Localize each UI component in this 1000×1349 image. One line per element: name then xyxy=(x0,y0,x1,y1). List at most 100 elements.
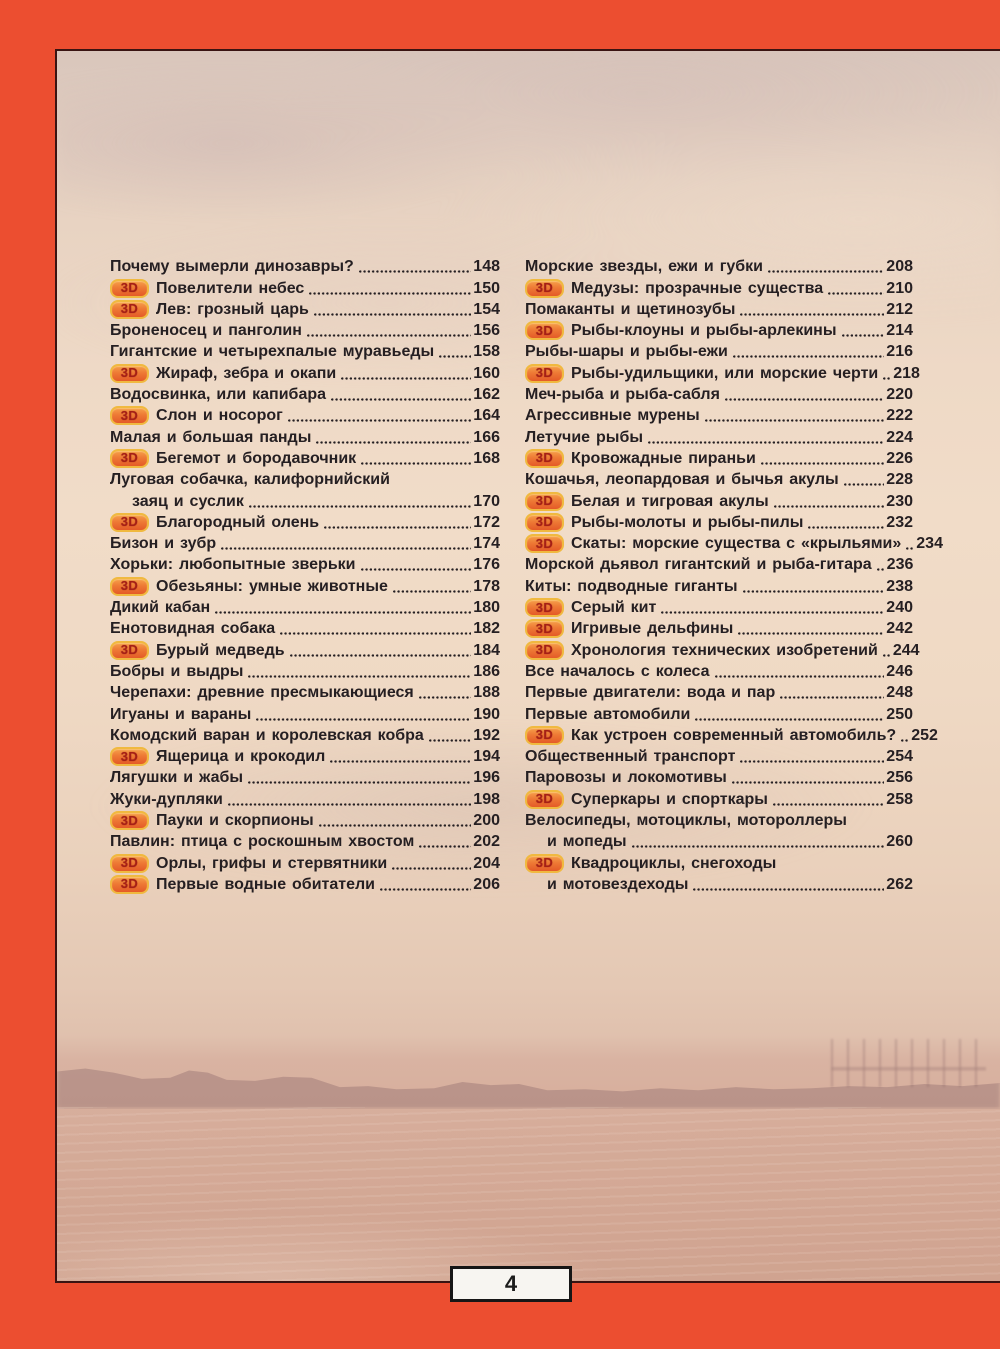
toc-entry-page: 188 xyxy=(473,684,500,702)
toc-entry-page: 228 xyxy=(886,471,913,489)
3d-badge-icon: 3D xyxy=(110,576,149,596)
dot-leader xyxy=(380,887,472,891)
toc-entry: Игуаны и вараны 190 xyxy=(110,703,500,724)
toc-entry: 3D Пауки и скорпионы 200 xyxy=(110,810,500,831)
3d-badge-icon: 3D xyxy=(110,278,149,298)
page-photo-area: Почему вымерли динозавры? 148 3D Повелители… xyxy=(55,49,1000,1283)
toc-entry: Первые двигатели: вода и пар 248 xyxy=(525,682,913,703)
toc-entry-page: 212 xyxy=(886,300,913,318)
3d-badge-icon: 3D xyxy=(110,512,149,532)
dot-leader xyxy=(772,802,885,806)
toc-entry-title: Жуки-дупляки xyxy=(110,790,223,808)
toc-entry-page: 242 xyxy=(886,620,913,638)
toc-entry-title: Ящерица и крокодил xyxy=(156,748,326,766)
toc-entry: 3D Рыбы-молоты и рыбы-пилы 232 xyxy=(525,512,913,533)
toc-entry-page: 186 xyxy=(473,662,500,680)
toc-entry-title: Хорьки: любопытные зверьки xyxy=(110,556,356,574)
toc-entry-title: Паровозы и локомотивы xyxy=(525,769,727,787)
toc-entry-page: 246 xyxy=(886,662,913,680)
toc-entry-page: 210 xyxy=(886,279,913,297)
dot-leader xyxy=(227,802,472,806)
toc-entry-page: 254 xyxy=(886,748,913,766)
toc-entry: Летучие рыбы 224 xyxy=(525,426,913,447)
port-cranes-silhouette xyxy=(831,1039,986,1087)
toc-entry-page: 178 xyxy=(473,577,500,595)
toc-entry: Хорьки: любопытные зверьки 176 xyxy=(110,554,500,575)
dot-leader xyxy=(661,611,885,615)
dot-leader xyxy=(392,589,472,593)
toc-entry-page: 222 xyxy=(886,407,913,425)
toc-entry-page: 218 xyxy=(893,364,920,382)
toc-entry: Рыбы-шары и рыбы-ежи 216 xyxy=(525,341,913,362)
toc-entry-title: Игуаны и вараны xyxy=(110,705,252,723)
3d-badge-icon: 3D xyxy=(110,406,149,426)
toc-column-right: Морские звезды, ежи и губки 208 3D Медузы: … xyxy=(525,256,943,895)
dot-leader xyxy=(724,398,885,402)
toc-entry-page: 148 xyxy=(473,258,500,276)
toc-entry-page: 158 xyxy=(473,343,500,361)
toc-entry-title: Жираф, зебра и окапи xyxy=(156,364,337,382)
dot-leader xyxy=(248,781,472,785)
dot-leader xyxy=(882,653,891,657)
toc-entry-page: 194 xyxy=(473,748,500,766)
toc-entry: 3D Суперкары и спорткары 258 xyxy=(525,788,913,809)
dot-leader xyxy=(248,504,472,508)
dot-leader xyxy=(324,525,472,529)
toc-entry-title: Морской дьявол гигантский и рыба-гитара xyxy=(525,556,872,574)
toc-entry-page: 172 xyxy=(473,513,500,531)
toc-entry-title: Бизон и зубр xyxy=(110,535,217,553)
dot-leader xyxy=(358,270,472,274)
toc-entry-title: Слон и носорог xyxy=(156,407,283,425)
toc-entry-title: Дикий кабан xyxy=(110,599,211,617)
toc-entry-page: 262 xyxy=(886,875,913,893)
toc-entry: Водосвинка, или капибара 162 xyxy=(110,384,500,405)
toc-entry-page: 184 xyxy=(473,641,500,659)
toc-entry-page: 234 xyxy=(916,535,943,553)
toc-entry: 3D Серый кит 240 xyxy=(525,597,913,618)
toc-entry: 3D Квадроциклы, снегоходы xyxy=(525,852,913,873)
dot-leader xyxy=(740,760,885,764)
toc-entry-page: 150 xyxy=(473,279,500,297)
toc-entry-page: 192 xyxy=(473,726,500,744)
toc-entry: Велосипеды, мотоциклы, мотороллеры xyxy=(525,810,913,831)
toc-entry-title: Пауки и скорпионы xyxy=(156,812,314,830)
toc-entry-page: 226 xyxy=(886,449,913,467)
toc-entry-page: 252 xyxy=(911,726,938,744)
dot-leader xyxy=(318,824,472,828)
dot-leader xyxy=(331,398,472,402)
toc-entry-page: 174 xyxy=(473,535,500,553)
toc-entry: Все началось с колеса 246 xyxy=(525,661,913,682)
toc-entry-title: Броненосец и панголин xyxy=(110,322,302,340)
toc-entry: 3D Благородный олень 172 xyxy=(110,512,500,533)
3d-badge-icon: 3D xyxy=(110,363,149,383)
toc-entry-title: Квадроциклы, снегоходы xyxy=(571,854,777,872)
toc-entry: 3D Игривые дельфины 242 xyxy=(525,618,913,639)
toc-entry-title: Черепахи: древние пресмыкающиеся xyxy=(110,684,414,702)
toc-entry-page: 160 xyxy=(473,364,500,382)
toc-entry-title: Бурый медведь xyxy=(156,641,285,659)
dot-leader xyxy=(215,611,472,615)
toc-entry: Бобры и выдры 186 xyxy=(110,661,500,682)
dot-leader xyxy=(418,696,472,700)
dot-leader xyxy=(316,440,472,444)
dot-leader xyxy=(439,355,472,359)
toc-entry-title: Суперкары и спорткары xyxy=(571,790,768,808)
toc-entry-page: 224 xyxy=(886,428,913,446)
toc-entry-title: Лев: грозный царь xyxy=(156,300,309,318)
toc-entry: 3D Скаты: морские существа с «крыльями» 23… xyxy=(525,533,943,554)
toc-entry-title: Малая и большая панды xyxy=(110,428,312,446)
toc-entry-title: Повелители небес xyxy=(156,279,305,297)
dot-leader xyxy=(360,568,472,572)
toc-entry: 3D Хронология технических изобретений 244 xyxy=(525,639,920,660)
toc-entry: Малая и большая панды 166 xyxy=(110,426,500,447)
toc-entry: Морские звезды, ежи и губки 208 xyxy=(525,256,913,277)
toc-entry: 3D Бегемот и бородавочник 168 xyxy=(110,448,500,469)
toc-entry-title: Скаты: морские существа с «крыльями» xyxy=(571,535,902,553)
dot-leader xyxy=(361,461,472,465)
3d-badge-icon: 3D xyxy=(525,789,564,809)
toc-entry-page: 258 xyxy=(886,790,913,808)
3d-badge-icon: 3D xyxy=(525,363,564,383)
toc-entry: 3D Повелители небес 150 xyxy=(110,277,500,298)
toc-entry: 3D Ящерица и крокодил 194 xyxy=(110,746,500,767)
toc-entry-page: 176 xyxy=(473,556,500,574)
